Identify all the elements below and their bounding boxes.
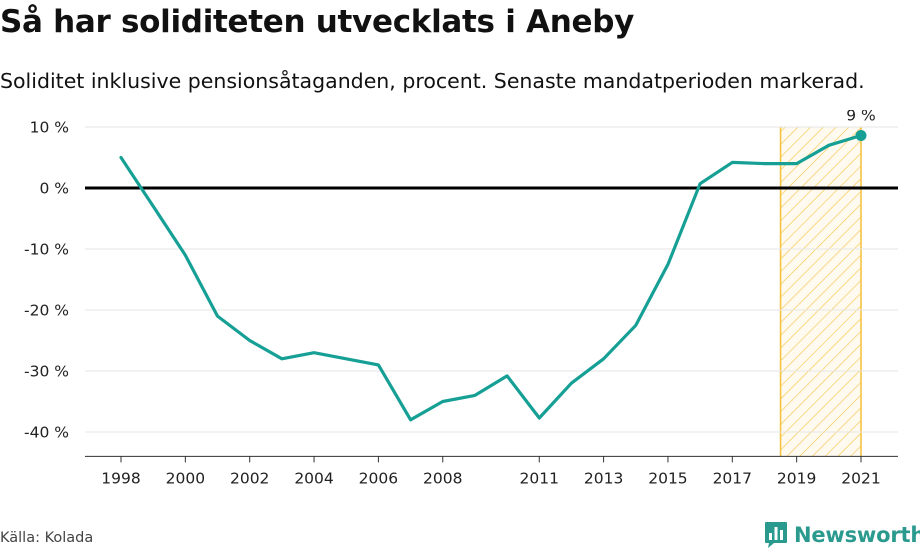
- x-tick-label: 2002: [230, 469, 269, 487]
- y-tick-label: 10 %: [30, 119, 69, 137]
- x-tick-label: 2006: [359, 469, 398, 487]
- source-note: Källa: Kolada: [0, 530, 94, 546]
- x-tick-label: 2000: [166, 469, 205, 487]
- x-tick-label: 2017: [713, 469, 752, 487]
- y-tick-label: -10 %: [24, 241, 69, 259]
- soliditet-series-line: [119, 133, 863, 422]
- x-tick-label: 2004: [294, 469, 333, 487]
- y-tick-label: -20 %: [24, 302, 69, 320]
- x-tick-label: 2019: [777, 469, 816, 487]
- end-value-label: 9 %: [846, 110, 876, 125]
- mandate-period-band: [780, 127, 861, 457]
- x-tick-label: 2021: [841, 469, 880, 487]
- x-tick-label: 2015: [648, 469, 687, 487]
- x-tick-label: 1998: [101, 469, 140, 487]
- brand-name: Newsworthy: [794, 523, 920, 547]
- y-tick-label: -30 %: [24, 363, 69, 381]
- chart-subtitle: Soliditet inklusive pensionsåtaganden, p…: [0, 69, 865, 93]
- y-tick-label: 0 %: [39, 180, 69, 198]
- x-tick-label: 2013: [584, 469, 623, 487]
- x-tick-label: 2011: [520, 469, 559, 487]
- line-chart: 10 % 0 % -10 % -20 % -30 % -40 % 1998 2000 2002 2…: [24, 110, 898, 487]
- newsworthy-logo-icon: [765, 522, 787, 548]
- x-tick-label: 2008: [423, 469, 462, 487]
- y-tick-label: -40 %: [24, 424, 69, 442]
- newsworthy-logo: Newsworthy: [764, 519, 920, 551]
- chart-title: Så har soliditeten utvecklats i Aneby: [0, 4, 634, 40]
- end-point-marker: [855, 130, 867, 142]
